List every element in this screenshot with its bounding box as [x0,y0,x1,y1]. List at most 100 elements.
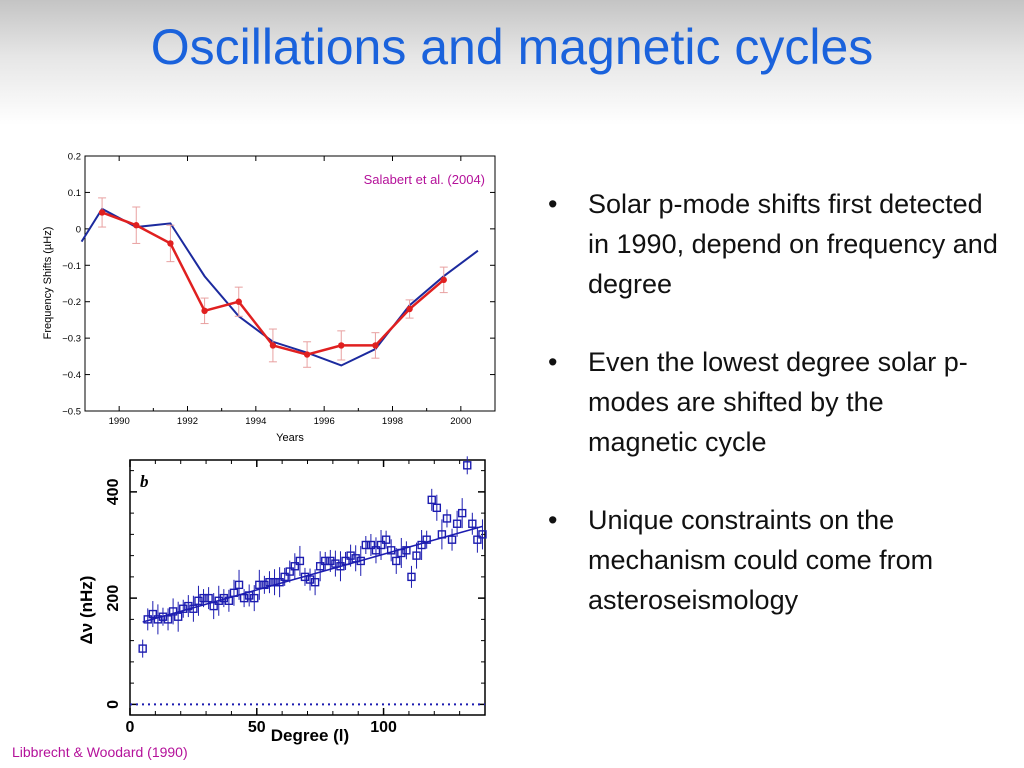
chart2-data-point [417,540,426,550]
chart1-y-tick-label: −0.2 [62,297,81,308]
chart2-data-point [260,580,269,590]
chart2-data-point [468,519,477,528]
chart2-data-point [255,580,264,590]
chart2-data-point [153,615,163,624]
chart2-data-point [179,604,188,613]
chart2-data-point [463,461,472,470]
chart1-source-label: Salabert et al. (2004) [364,172,485,187]
chart2-fit-line [142,525,483,623]
chart2-data-point [224,596,234,605]
chart1-data-point [372,342,379,349]
chart2-data-point [427,495,436,505]
chart2-data-point [432,503,442,513]
chart2-data-point [290,562,300,571]
chart2-data-point [239,593,249,603]
bullet-list: • Solar p-mode shifts first detected in 1… [548,184,998,658]
chart2-data-point [168,607,178,616]
chart1-data-point [440,276,447,284]
bullet-dot-icon: • [548,505,558,535]
chart2-data-point [392,556,401,566]
chart2-data-point [386,546,396,555]
chart2-data-point [457,508,467,518]
chart1-y-tick-label: −0.4 [62,370,81,381]
chart2-data-point [204,593,213,603]
chart2-data-point [402,546,411,555]
chart1-x-tick-label: 1996 [314,416,335,427]
chart2-data-point [148,609,158,619]
bullet-item: • Even the lowest degree solar p-modes ar… [548,342,998,462]
chart2-data-point [321,556,330,566]
chart2-x-axis-label: Degree (l) [271,726,349,745]
chart1-x-tick-label: 1998 [382,416,403,427]
chart2-data-point [381,535,391,544]
chart1-x-tick-label: 1990 [109,416,130,427]
chart2-data-point [447,535,457,544]
chart1-data-point [98,209,106,216]
chart2-data-point [478,530,487,539]
chart2-panel-label: b [140,472,149,491]
chart2-data-point [295,556,305,566]
chart2-x-tick-label: 100 [370,719,397,736]
chart2-data-point [473,535,482,544]
chart2-data-point [250,593,259,603]
chart2-data-point [407,572,416,582]
frequency-shift-chart: 0.2 0.1 0 −0.1 −0.2 −0.3 −0.4 −0.5 1990 1992 1994… [42,152,496,444]
chart1-x-tick-label: 2000 [450,416,471,427]
chart2-data-point [194,596,203,605]
chart2-data-point [331,559,340,568]
chart2-data-point [229,588,239,598]
chart2-data-point [452,519,462,528]
degree-shift-chart: b 0 200 400 0 50 100 Degree (l) Δν (nHz) [77,456,487,745]
chart2-data-point [326,556,335,566]
chart2-data-point [199,593,208,603]
slide-title: Oscillations and magnetic cycles [150,19,874,75]
chart2-data-point [209,601,218,611]
chart2-data-point [300,572,310,582]
chart2-data-point [366,540,376,550]
title-band [0,0,1024,125]
chart2-y-axis-label: Δν (nHz) [77,576,96,645]
chart2-data-point [214,596,223,605]
chart2-y-tick-label: 400 [105,478,122,505]
chart2-data-point [219,593,229,603]
chart2-data-point [341,556,350,566]
chart2-data-point [336,562,345,571]
bullet-text: Even the lowest degree solar p-modes are… [588,347,968,457]
chart2-data-point [163,615,173,624]
chart1-data-point [201,307,208,315]
chart1-y-tick-label: 0 [76,224,81,235]
chart2-data-point [371,546,381,555]
chart1-data-point [269,342,277,349]
chart2-data-point [158,612,168,621]
chart2-data-point [265,577,274,587]
chart1-data-point [338,342,345,349]
chart2-x-tick-label: 50 [248,719,266,736]
chart2-data-point [189,604,198,613]
chart2-data-point [356,556,365,566]
chart2-y-tick-label: 0 [105,700,122,709]
chart2-data-point [138,644,147,653]
chart2-data-point [346,551,355,560]
chart2-source-label: Libbrecht & Woodard (1990) [12,744,188,760]
bullet-item: • Unique constraints on the mechanism cou… [548,500,998,620]
chart1-data-point [406,305,413,313]
chart1-x-axis-label: Years [276,432,304,444]
chart1-x-tick-label: 1992 [177,416,198,427]
chart1-frame [84,155,496,412]
chart2-data-point [412,551,421,560]
bullet-item: • Solar p-mode shifts first detected in 1… [548,184,998,304]
chart2-data-point [305,575,315,584]
chart1-x-tick-label: 1994 [245,416,266,427]
bullet-dot-icon: • [548,189,558,219]
chart2-data-point [280,572,289,582]
chart2-data-point [285,567,294,576]
chart2-data-point [315,562,325,571]
chart1-data-point [167,240,174,247]
chart1-y-tick-label: 0.2 [68,152,81,163]
chart1-data-point [133,222,140,229]
chart2-data-point [270,577,279,587]
chart2-data-point [275,577,284,587]
chart1-y-tick-label: −0.5 [62,407,81,418]
chart2-data-point [361,540,371,550]
chart2-data-point [310,577,320,587]
